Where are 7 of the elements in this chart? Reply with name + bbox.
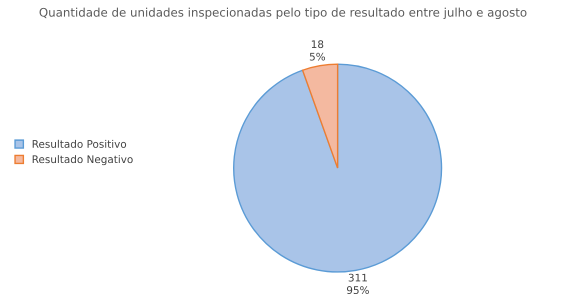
legend-label: Resultado Negativo <box>32 155 133 166</box>
pie-slice <box>233 63 442 273</box>
pie-slice <box>302 63 338 169</box>
data-label: 18 5% <box>310 40 326 61</box>
data-label: 311 95% <box>346 274 369 294</box>
chart-title: Quantidade de unidades inspecionadas pelo tipo de resultado entre julho e agosto <box>40 8 526 20</box>
legend-label: Resultado Positivo <box>32 140 126 148</box>
